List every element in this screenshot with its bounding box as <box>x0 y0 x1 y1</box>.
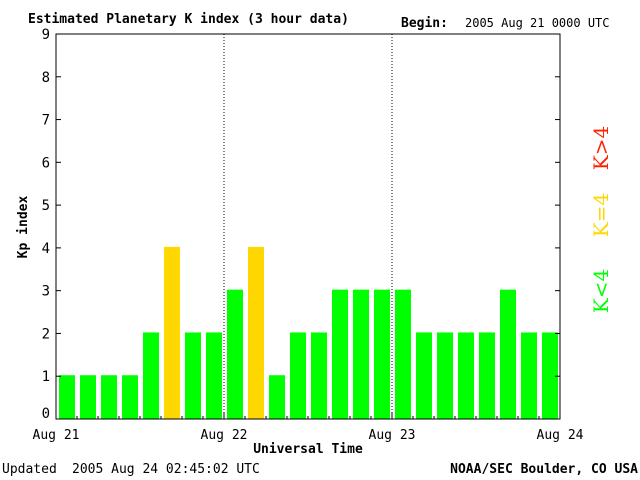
updated-label: Updated <box>2 462 57 477</box>
kp-bar <box>458 332 474 419</box>
kp-bar <box>248 246 264 419</box>
legend-entry-k-equal-4: K=4 <box>589 193 613 237</box>
legend: K<4 K=4 K>4 <box>589 126 613 313</box>
x-tick-label: Aug 23 <box>369 428 416 443</box>
kp-bar <box>374 289 390 419</box>
kp-bar <box>143 332 159 419</box>
y-tick-label: 9 <box>42 27 50 43</box>
kp-bar <box>206 332 222 419</box>
kp-bar <box>353 289 369 419</box>
x-tick-label: Aug 24 <box>537 428 584 443</box>
kp-bar <box>332 289 348 419</box>
kp-bar <box>269 375 285 419</box>
source-credit: NOAA/SEC Boulder, CO USA <box>450 462 638 477</box>
kp-bar <box>437 332 453 419</box>
kp-bar <box>311 332 327 419</box>
kp-bar <box>59 375 75 419</box>
kp-bar <box>101 375 117 419</box>
y-tick-label: 5 <box>42 198 50 214</box>
kp-bar <box>185 332 201 419</box>
begin-label: Begin: <box>401 16 448 31</box>
y-tick-label: 7 <box>42 113 50 129</box>
kp-bar <box>395 289 411 419</box>
kp-bar <box>80 375 96 419</box>
kp-bar <box>479 332 495 419</box>
x-tick-label: Aug 21 <box>33 428 80 443</box>
kp-bar <box>416 332 432 419</box>
updated-value: 2005 Aug 24 02:45:02 UTC <box>72 462 260 477</box>
y-tick-label: 6 <box>42 155 50 171</box>
y-tick-label: 3 <box>42 284 50 300</box>
kp-bar <box>164 246 180 419</box>
kp-bar <box>122 375 138 419</box>
x-tick-label: Aug 22 <box>201 428 248 443</box>
kp-bar <box>290 332 306 419</box>
kp-bar <box>521 332 537 419</box>
kp-bar <box>227 289 243 419</box>
y-axis-label: Kp index <box>16 196 31 259</box>
y-tick-label: 8 <box>42 70 50 86</box>
y-tick-label: 4 <box>42 241 50 257</box>
plot-area: 0 1 2 3 4 5 6 7 8 9 Aug 21 Aug 22 Aug 23 Aug 24 <box>33 27 584 443</box>
legend-entry-k-greater-4: K>4 <box>589 126 613 170</box>
x-axis-label: Universal Time <box>253 442 363 457</box>
kp-bar <box>500 289 516 419</box>
legend-entry-k-less-4: K<4 <box>589 269 613 313</box>
kp-bar <box>542 332 558 419</box>
y-tick-label: 1 <box>42 369 50 385</box>
y-tick-label: 0 <box>42 406 50 422</box>
plot-frame <box>55 33 561 420</box>
y-tick-label: 2 <box>42 326 50 342</box>
chart-title: Estimated Planetary K index (3 hour data… <box>28 12 349 27</box>
begin-value: 2005 Aug 21 0000 UTC <box>465 16 610 30</box>
